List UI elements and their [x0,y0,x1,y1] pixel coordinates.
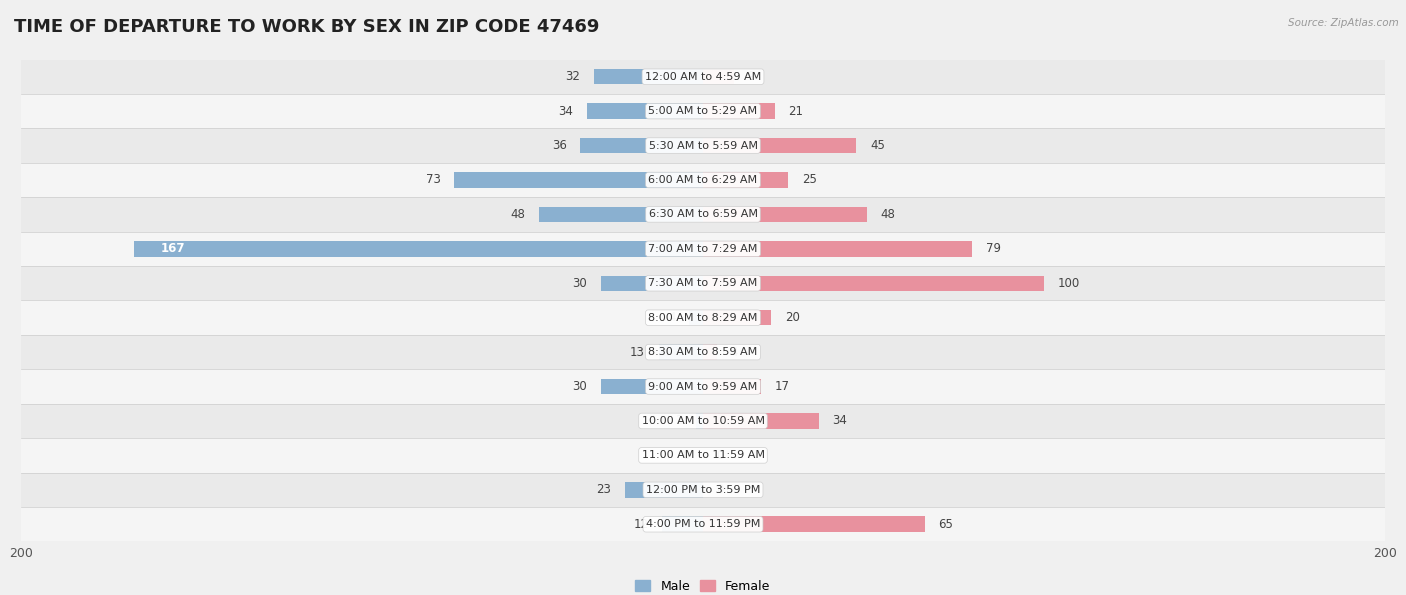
Text: 8:30 AM to 8:59 AM: 8:30 AM to 8:59 AM [648,347,758,357]
Text: 4: 4 [668,311,676,324]
Text: 2: 2 [675,415,682,427]
Bar [21,438,1385,472]
Bar [703,206,866,222]
Bar [703,241,973,256]
Text: 79: 79 [986,242,1001,255]
Text: 36: 36 [551,139,567,152]
Bar [703,275,1045,291]
Bar [21,404,1385,438]
Text: 30: 30 [572,277,588,290]
Text: 12:00 AM to 4:59 AM: 12:00 AM to 4:59 AM [645,72,761,82]
Text: 30: 30 [572,380,588,393]
Bar [689,310,703,325]
Text: 10:00 AM to 10:59 AM: 10:00 AM to 10:59 AM [641,416,765,426]
Bar [21,335,1385,369]
Bar [696,413,703,429]
Text: 0: 0 [717,483,724,496]
Text: 7:00 AM to 7:29 AM: 7:00 AM to 7:29 AM [648,244,758,254]
Text: 167: 167 [160,242,186,255]
Text: 5:30 AM to 5:59 AM: 5:30 AM to 5:59 AM [648,140,758,151]
Bar [658,345,703,360]
Text: 4:00 PM to 11:59 PM: 4:00 PM to 11:59 PM [645,519,761,529]
Bar [540,206,703,222]
Bar [588,104,703,119]
Text: 4: 4 [730,346,738,359]
Bar [21,94,1385,129]
Bar [134,241,703,256]
Text: Source: ZipAtlas.com: Source: ZipAtlas.com [1288,18,1399,28]
Text: 0: 0 [717,449,724,462]
Text: 20: 20 [785,311,800,324]
Bar [703,379,761,394]
Text: 45: 45 [870,139,884,152]
Text: 21: 21 [789,105,803,118]
Text: 5:00 AM to 5:29 AM: 5:00 AM to 5:29 AM [648,106,758,116]
Legend: Male, Female: Male, Female [630,575,776,595]
Text: 23: 23 [596,483,612,496]
Bar [21,507,1385,541]
Bar [703,104,775,119]
Text: 12:00 PM to 3:59 PM: 12:00 PM to 3:59 PM [645,485,761,495]
Text: 48: 48 [880,208,896,221]
Text: 32: 32 [565,70,581,83]
Text: 34: 34 [558,105,574,118]
Text: 100: 100 [1057,277,1080,290]
Text: 65: 65 [938,518,953,531]
Bar [703,172,789,188]
Bar [703,69,734,84]
Text: 17: 17 [775,380,790,393]
Text: 0: 0 [682,449,689,462]
Bar [21,163,1385,197]
Text: 8:00 AM to 8:29 AM: 8:00 AM to 8:29 AM [648,313,758,322]
Bar [703,345,717,360]
Text: 7:30 AM to 7:59 AM: 7:30 AM to 7:59 AM [648,278,758,288]
Text: 11:00 AM to 11:59 AM: 11:00 AM to 11:59 AM [641,450,765,461]
Bar [21,369,1385,404]
Text: 73: 73 [426,174,440,186]
Bar [703,413,818,429]
Text: 25: 25 [801,174,817,186]
Bar [703,310,772,325]
Bar [21,266,1385,300]
Text: 0: 0 [682,449,689,462]
Text: 9:00 AM to 9:59 AM: 9:00 AM to 9:59 AM [648,381,758,392]
Text: TIME OF DEPARTURE TO WORK BY SEX IN ZIP CODE 47469: TIME OF DEPARTURE TO WORK BY SEX IN ZIP … [14,18,599,36]
Text: 6:30 AM to 6:59 AM: 6:30 AM to 6:59 AM [648,209,758,220]
Bar [21,197,1385,231]
Bar [454,172,703,188]
Bar [581,138,703,154]
Bar [593,69,703,84]
Bar [600,379,703,394]
Bar [600,275,703,291]
Bar [21,129,1385,163]
Bar [21,60,1385,94]
Text: 34: 34 [832,415,848,427]
Text: 6:00 AM to 6:29 AM: 6:00 AM to 6:29 AM [648,175,758,185]
Bar [624,482,703,497]
Text: 48: 48 [510,208,526,221]
Bar [703,516,925,532]
Text: 12: 12 [634,518,648,531]
Bar [703,138,856,154]
Bar [21,300,1385,335]
Bar [21,472,1385,507]
Bar [21,231,1385,266]
Text: 9: 9 [748,70,755,83]
Text: 13: 13 [630,346,645,359]
Bar [662,516,703,532]
